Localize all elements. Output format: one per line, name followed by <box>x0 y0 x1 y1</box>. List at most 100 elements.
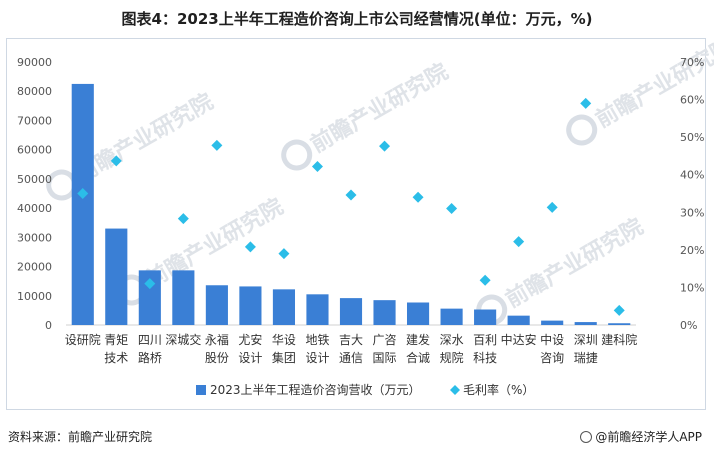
y-left-tick-label: 80000 <box>17 85 52 98</box>
x-category-label: 百利 <box>473 333 497 347</box>
x-category-label: 永福 <box>205 332 229 347</box>
y-left-tick-label: 60000 <box>17 144 52 157</box>
source-note: 资料来源：前瞻产业研究院 <box>8 430 153 444</box>
brand-text: @前瞻经济学人APP <box>595 430 702 444</box>
x-category-label: 设计 <box>305 351 329 365</box>
y-right-tick-label: 10% <box>680 281 704 294</box>
scatter-point <box>479 274 491 286</box>
x-category-label: 吉大 <box>339 333 363 347</box>
bar <box>71 83 94 326</box>
bar <box>239 286 262 325</box>
bar <box>105 228 128 325</box>
x-category-label: 通信 <box>339 351 363 365</box>
x-category-label: 规院 <box>440 350 464 365</box>
watermark-text: 前瞻产业研究院 <box>141 194 287 294</box>
bar <box>474 309 497 325</box>
x-category-label: 中达安 <box>501 332 537 347</box>
y-left-tick-label: 10000 <box>17 290 52 303</box>
x-category-label: 广咨 <box>373 332 397 347</box>
y-right-tick-label: 40% <box>680 169 704 182</box>
watermark-text: 前瞻产业研究院 <box>591 34 714 134</box>
y-right-tick-label: 60% <box>680 94 704 107</box>
x-category-label: 股份 <box>205 351 229 365</box>
y-right-tick-label: 30% <box>680 206 704 219</box>
x-category-label: 四川 <box>138 333 162 347</box>
bar <box>608 323 631 325</box>
scatter-point <box>446 203 458 215</box>
scatter-point <box>412 191 424 203</box>
x-category-label: 建发 <box>406 332 430 347</box>
legend-marker-label: 毛利率（%） <box>463 382 534 397</box>
bar <box>507 315 530 325</box>
scatter-point <box>580 97 592 109</box>
y-right-tick-label: 20% <box>680 244 704 257</box>
scatter-point <box>513 236 525 248</box>
watermark: 前瞻产业研究院 <box>46 89 218 201</box>
y-right-tick-label: 0% <box>680 319 697 332</box>
legend-bar-label: 2023上半年工程造价咨询营收（万元） <box>210 382 421 397</box>
scatter-point <box>144 278 156 290</box>
brand-logo-icon <box>580 431 593 443</box>
bar <box>440 308 463 325</box>
y-left-tick-label: 40000 <box>17 202 52 215</box>
x-category-label: 科技 <box>473 351 497 365</box>
watermark-logo-icon <box>281 139 313 171</box>
x-category-label: 华设 <box>272 333 296 347</box>
x-category-label: 合诚 <box>406 350 430 365</box>
x-category-label: 尤安 <box>238 332 262 347</box>
bar <box>373 300 396 325</box>
scatter-point <box>345 189 357 201</box>
scatter-point <box>613 304 625 316</box>
y-left-tick-label: 70000 <box>17 114 52 127</box>
legend-marker-swatch <box>450 385 460 395</box>
scatter-point <box>311 160 323 172</box>
legend-bar-swatch <box>196 385 206 395</box>
y-left-tick-label: 30000 <box>17 231 52 244</box>
x-category-label: 青矩 <box>104 333 128 347</box>
y-left-tick-label: 50000 <box>17 173 52 186</box>
x-category-label: 设计 <box>238 351 262 365</box>
watermark: 前瞻产业研究院 <box>281 59 453 171</box>
brand-note: @前瞻经济学人APP <box>580 428 702 445</box>
bar <box>306 294 329 325</box>
x-category-label: 集团 <box>272 350 296 365</box>
scatter-point <box>546 201 558 213</box>
bar <box>138 270 161 325</box>
x-category-label: 地铁 <box>305 333 329 347</box>
y-right-tick-label: 70% <box>680 56 704 69</box>
x-category-label: 中设 <box>540 332 564 347</box>
y-right-tick-label: 50% <box>680 131 704 144</box>
x-category-label: 深城交 <box>165 332 201 347</box>
chart-title: 图表4：2023上半年工程造价咨询上市公司经营情况(单位：万元，%) <box>121 10 593 28</box>
scatter-point <box>77 188 89 199</box>
x-category-label: 国际 <box>373 351 397 365</box>
x-category-label: 路桥 <box>138 350 162 365</box>
bar <box>541 320 564 325</box>
y-left-tick-label: 90000 <box>17 56 52 69</box>
scatter-point <box>278 248 290 260</box>
x-category-label: 设研院 <box>65 333 101 347</box>
scatter-point <box>244 241 256 253</box>
scatter-point <box>211 139 223 151</box>
scatter-point <box>379 140 391 152</box>
x-category-label: 瑞捷 <box>574 351 598 365</box>
y-left-tick-label: 0 <box>45 319 52 332</box>
x-category-label: 建科院 <box>601 333 637 347</box>
x-category-label: 技术 <box>104 351 128 365</box>
watermark-logo-icon <box>566 114 598 146</box>
y-left-tick-label: 20000 <box>17 261 52 274</box>
x-category-label: 深圳 <box>574 333 598 347</box>
x-category-label: 深水 <box>440 333 464 347</box>
watermark-text: 前瞻产业研究院 <box>306 59 452 159</box>
bar <box>205 285 228 325</box>
bar <box>272 289 296 325</box>
watermark-text: 前瞻产业研究院 <box>501 214 647 314</box>
bar <box>339 298 363 325</box>
scatter-point <box>110 155 122 167</box>
bar <box>172 270 195 325</box>
scatter-point <box>177 213 189 225</box>
bar <box>574 322 597 325</box>
bar <box>406 302 430 325</box>
x-category-label: 咨询 <box>540 350 564 365</box>
